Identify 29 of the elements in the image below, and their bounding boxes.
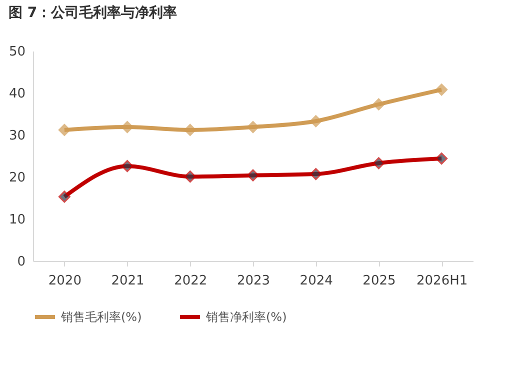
x-tick-label: 2025: [362, 274, 396, 288]
x-tick-label: 2021: [111, 274, 144, 288]
point: [372, 98, 385, 110]
point: [58, 124, 70, 136]
point: [310, 115, 322, 128]
point: [247, 121, 259, 134]
y-tick-label: 10: [8, 212, 26, 228]
x-tick-label: 2024: [300, 274, 333, 288]
point: [121, 160, 134, 172]
y-tick-label: 40: [8, 86, 26, 102]
chart-title: 图 7：公司毛利率与净利率: [8, 4, 178, 21]
x-tick-label: 2026H1: [416, 274, 468, 288]
x-tick-label: 2022: [174, 274, 208, 288]
point: [310, 168, 322, 180]
point: [184, 124, 196, 136]
point: [58, 190, 70, 203]
legend-label: 销售毛利率(%): [60, 310, 142, 324]
x-tick-label: 2020: [48, 274, 82, 288]
point: [184, 170, 196, 183]
point: [436, 84, 448, 96]
y-tick-label: 50: [8, 44, 26, 60]
y-tick-label: 30: [8, 128, 26, 144]
x-tick-label: 2023: [236, 274, 270, 288]
y-tick-label: 20: [8, 170, 26, 186]
point: [372, 157, 385, 170]
y-tick-label: 0: [17, 254, 26, 270]
point: [436, 152, 448, 165]
point: [247, 169, 259, 182]
legend-label: 销售净利率(%): [205, 310, 287, 324]
